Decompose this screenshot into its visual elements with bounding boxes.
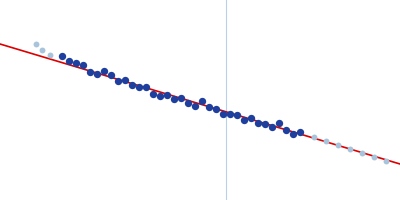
Point: [262, 123, 268, 126]
Point: [297, 130, 303, 134]
Point: [171, 97, 177, 100]
Point: [115, 79, 121, 82]
Point: [59, 55, 65, 58]
Point: [213, 107, 219, 110]
Point: [122, 79, 128, 82]
Point: [359, 152, 365, 155]
Point: [87, 70, 93, 73]
Point: [108, 74, 114, 77]
Point: [185, 101, 191, 104]
Point: [143, 86, 149, 89]
Point: [383, 160, 389, 163]
Point: [129, 83, 135, 86]
Point: [276, 122, 282, 125]
Point: [33, 42, 39, 45]
Point: [371, 156, 377, 159]
Point: [290, 133, 296, 136]
Point: [227, 113, 233, 116]
Point: [283, 128, 289, 131]
Point: [178, 96, 184, 99]
Point: [347, 148, 353, 151]
Point: [101, 70, 107, 73]
Point: [199, 99, 205, 103]
Point: [157, 95, 163, 98]
Point: [255, 121, 261, 124]
Point: [192, 104, 198, 107]
Point: [248, 117, 254, 120]
Point: [269, 125, 275, 129]
Point: [47, 53, 53, 57]
Point: [39, 48, 45, 51]
Point: [234, 113, 240, 116]
Point: [220, 113, 226, 116]
Point: [323, 140, 329, 143]
Point: [136, 85, 142, 88]
Point: [66, 60, 72, 63]
Point: [150, 93, 156, 96]
Point: [164, 94, 170, 97]
Point: [80, 64, 86, 67]
Point: [335, 144, 341, 147]
Point: [241, 118, 247, 122]
Point: [206, 106, 212, 109]
Point: [311, 136, 317, 139]
Point: [94, 72, 100, 75]
Point: [73, 62, 79, 65]
